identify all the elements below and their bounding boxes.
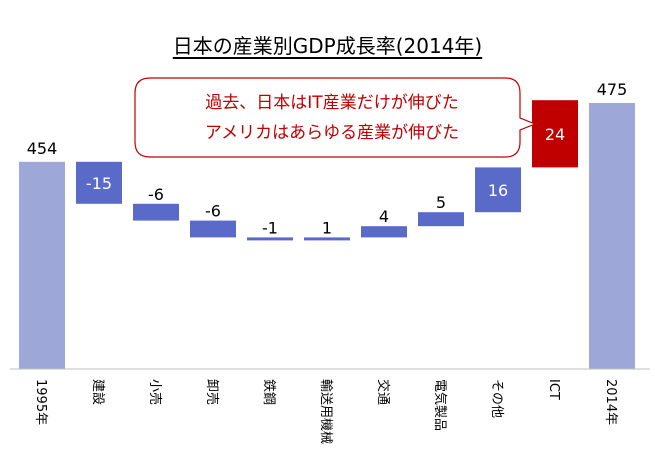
data-label-2: -6 [148,185,164,204]
bar-0 [19,161,65,369]
tick-label-2: 小売 [147,379,163,405]
bar-10 [589,103,635,369]
tick-label-6: 交通 [375,379,391,405]
data-label-3: -6 [205,202,221,221]
callout-line-1: 過去、日本はIT産業だけが伸びた [205,93,459,113]
tick-label-4: 鉄鋼 [261,379,276,405]
tick-label-5: 輸送用機械 [318,379,333,444]
category-tick-labels: 1995年 建設 小売 卸売 鉄鋼 輸送用機械 交通 電気製品 その他 ICT 2014年 [33,379,618,444]
bar-8 [475,167,521,213]
tick-label-7: 電気製品 [432,379,448,431]
bar-6 [361,226,407,238]
label-group: 454 -15 -6 -6 -1 1 4 5 16 24 475 [27,80,628,237]
bar-2 [133,203,179,221]
data-label-7: 5 [436,193,446,212]
tick-label-3: 卸売 [204,379,220,405]
tick-label-1: 建設 [90,379,106,405]
data-label-8: 16 [488,181,508,200]
chart-title: 日本の産業別GDP成長率(2014年) [172,34,483,58]
bar-5 [304,237,350,241]
callout-text: 過去、日本はIT産業だけが伸びた アメリカはあらゆる産業が伸びた [152,88,512,148]
bar-9 [532,100,578,168]
callout-line-2: アメリカはあらゆる産業が伸びた [204,123,460,143]
bar-1 [76,161,122,204]
data-label-5: 1 [322,218,332,237]
data-label-4: -1 [262,218,278,237]
tick-label-9: ICT [546,379,561,400]
data-label-9: 24 [545,125,565,144]
callout-bubble [134,77,537,158]
data-label-1: -15 [86,174,112,193]
tick-label-10: 2014年 [603,379,618,425]
bar-7 [418,212,464,227]
data-label-0: 454 [27,139,58,158]
data-label-10: 475 [597,80,628,99]
bar-4 [247,237,293,241]
data-label-6: 4 [379,207,389,226]
bar-group [19,100,635,369]
bar-3 [190,220,236,238]
tick-label-0: 1995年 [33,379,48,425]
tick-label-8: その他 [489,379,504,418]
